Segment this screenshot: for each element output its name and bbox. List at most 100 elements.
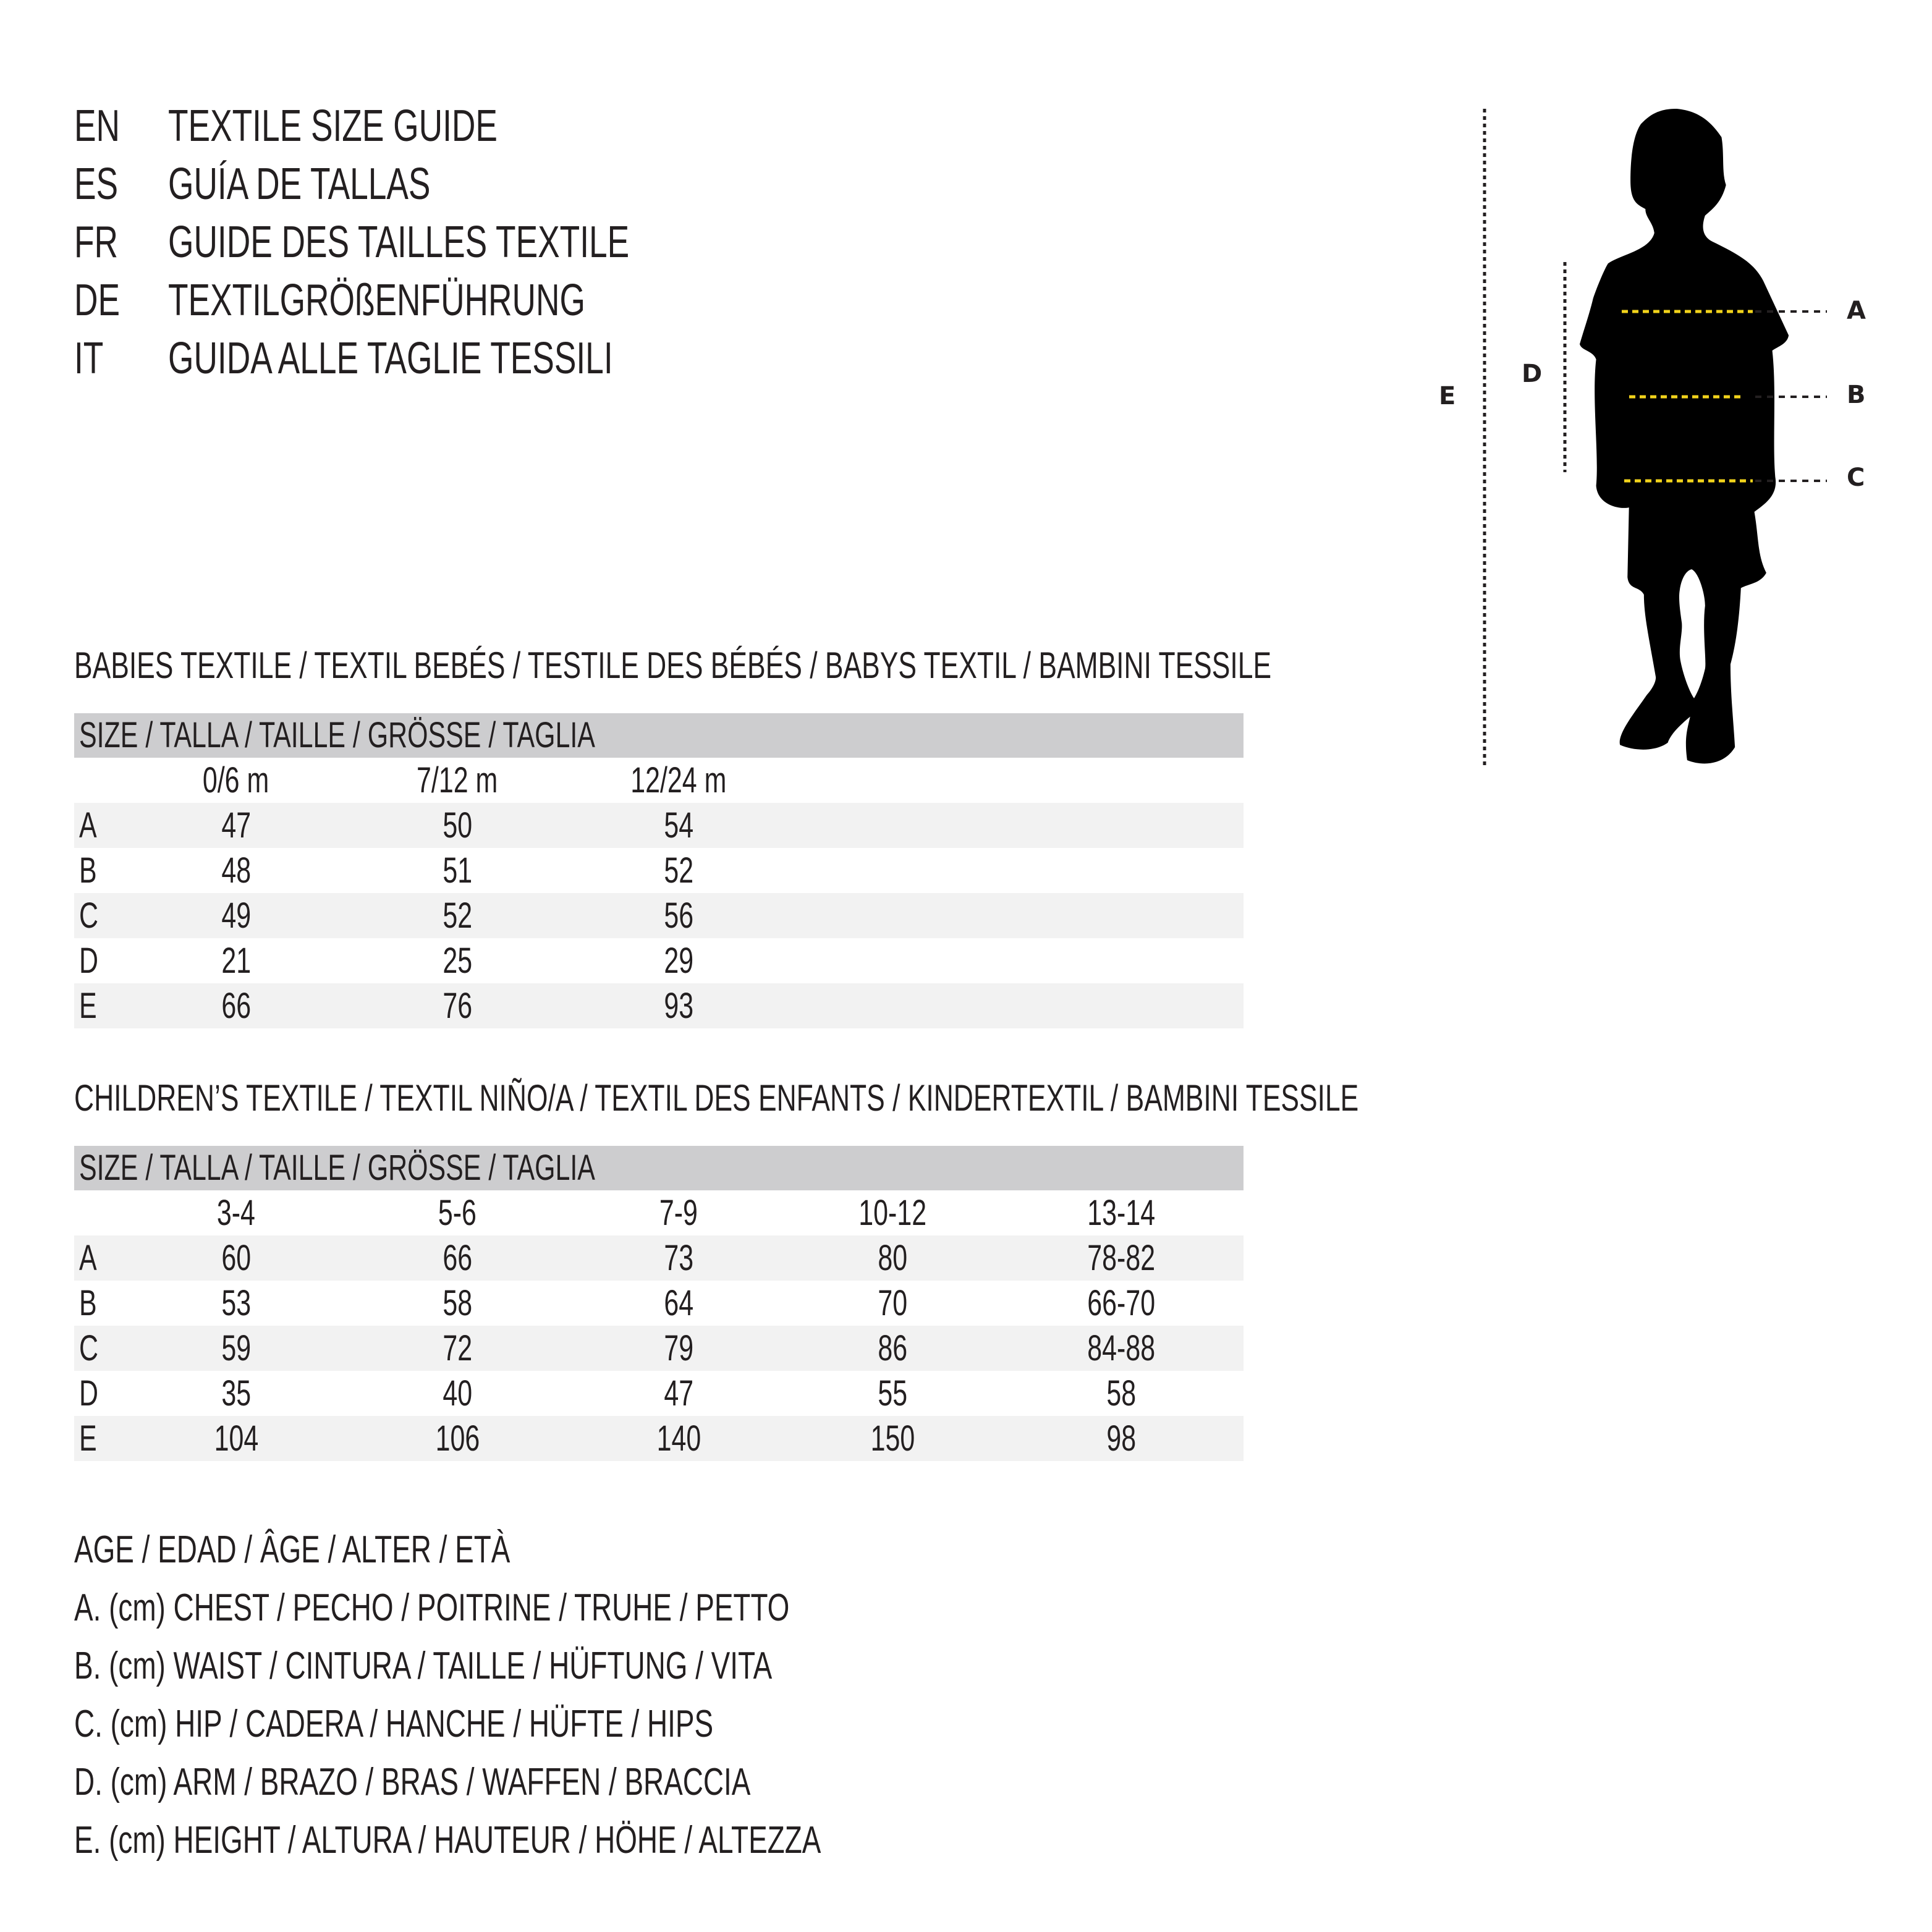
table-cell: 58: [1028, 1371, 1214, 1416]
title-text: GUÍA DE TALLAS: [168, 159, 523, 209]
table-cell: 93: [586, 983, 771, 1028]
table-cell-text: 40: [443, 1373, 472, 1413]
row-label: C: [79, 1326, 105, 1371]
title-text-text: TEXTILE SIZE GUIDE: [168, 101, 498, 151]
table-section-title: BABIES TEXTILE / TEXTIL BEBÉS / TESTILE …: [74, 644, 1692, 687]
table-cell: 60: [143, 1235, 329, 1281]
table-cell: 73: [586, 1235, 771, 1281]
table-row: E 66 76 93: [74, 983, 1244, 1028]
column-header: 3-4: [143, 1190, 329, 1235]
legend-line-text: C. (cm) HIP / CADERA / HANCHE / HÜFTE / …: [74, 1703, 714, 1745]
table-cell: 104: [143, 1416, 329, 1461]
table-cell-text: 35: [221, 1373, 251, 1413]
table-row: C 59 72 79 86 84-88: [74, 1326, 1244, 1371]
table-cell: 78-82: [1028, 1235, 1214, 1281]
table-cell-text: 53: [221, 1283, 251, 1323]
table-cell-text: 52: [443, 896, 472, 936]
table-row: C 49 52 56: [74, 893, 1244, 938]
row-label: E: [79, 1416, 103, 1461]
babies-size-table: SIZE / TALLA / TAILLE / GRÖSSE / TAGLIA 0…: [74, 713, 1244, 1028]
legend-line-text: AGE / EDAD / ÂGE / ALTER / ETÀ: [74, 1528, 511, 1571]
table-cell: 56: [586, 893, 771, 938]
title-line-es: ES GUÍA DE TALLAS: [0, 159, 865, 209]
table-header-text: SIZE / TALLA / TAILLE / GRÖSSE / TAGLIA: [79, 1148, 595, 1188]
column-header-text: 5-6: [438, 1193, 477, 1233]
table-cell-text: 66-70: [1087, 1283, 1155, 1323]
title-text: TEXTILE SIZE GUIDE: [168, 101, 613, 151]
table-cell: 29: [586, 938, 771, 983]
column-header: 12/24 m: [586, 758, 771, 803]
table-cell-text: 150: [870, 1418, 915, 1459]
title-text: GUIDE DES TAILLES TEXTILE: [168, 218, 791, 267]
table-cell-text: 66: [221, 986, 251, 1026]
table-cell-text: 59: [221, 1328, 251, 1368]
table-cell-text: 70: [878, 1283, 907, 1323]
column-header: 7/12 m: [365, 758, 550, 803]
legend-line: B. (cm) WAIST / CINTURA / TAILLE / HÜFTU…: [74, 1642, 1017, 1691]
table-cell-text: 49: [221, 896, 251, 936]
table-cell: 25: [365, 938, 550, 983]
row-label-text: A: [79, 1238, 97, 1278]
table-cell-text: 56: [664, 896, 693, 936]
label-a: A: [1847, 297, 1866, 325]
table-cell: 47: [586, 1371, 771, 1416]
row-label: B: [79, 1281, 103, 1326]
table-header: SIZE / TALLA / TAILLE / GRÖSSE / TAGLIA: [74, 1146, 1244, 1190]
table-cell-text: 29: [664, 941, 693, 981]
table-cell: 48: [143, 848, 329, 893]
table-cell: 49: [143, 893, 329, 938]
row-label-text: C: [79, 1328, 98, 1368]
column-header-text: 7/12 m: [417, 760, 498, 800]
table-header-text: SIZE / TALLA / TAILLE / GRÖSSE / TAGLIA: [79, 715, 595, 755]
column-header: 7-9: [586, 1190, 771, 1235]
table-cell: 106: [365, 1416, 550, 1461]
table-cell: 80: [800, 1235, 985, 1281]
table-section-title: CHILDREN’S TEXTILE / TEXTIL NIÑO/A / TEX…: [74, 1077, 1810, 1120]
table-cell: 58: [365, 1281, 550, 1326]
table-cell: 35: [143, 1371, 329, 1416]
table-cell-text: 52: [664, 850, 693, 891]
language-code: IT: [74, 334, 114, 383]
children-size-table: SIZE / TALLA / TAILLE / GRÖSSE / TAGLIA 3…: [74, 1146, 1244, 1461]
column-header: 13-14: [1028, 1190, 1214, 1235]
legend-line: C. (cm) HIP / CADERA / HANCHE / HÜFTE / …: [74, 1700, 938, 1749]
table-cell-text: 58: [443, 1283, 472, 1323]
label-b: B: [1847, 381, 1866, 409]
language-code-text: DE: [74, 276, 121, 325]
column-header: 5-6: [365, 1190, 550, 1235]
row-label: A: [79, 1235, 103, 1281]
title-line-de: DE TEXTILGRÖßENFÜHRUNG: [0, 276, 865, 325]
table-cell-text: 79: [664, 1328, 693, 1368]
table-cell-text: 80: [878, 1238, 907, 1278]
table-cell: 66: [143, 983, 329, 1028]
column-header: 10-12: [800, 1190, 985, 1235]
legend-line-text: D. (cm) ARM / BRAZO / BRAS / WAFFEN / BR…: [74, 1761, 751, 1803]
table-cell-text: 47: [221, 805, 251, 845]
title-text: TEXTILGRÖßENFÜHRUNG: [168, 276, 732, 325]
row-label: E: [79, 983, 103, 1028]
table-cell: 59: [143, 1326, 329, 1371]
table-cell: 76: [365, 983, 550, 1028]
table-cell-text: 78-82: [1087, 1238, 1155, 1278]
table-cell: 52: [365, 893, 550, 938]
table-section-title-text: BABIES TEXTILE / TEXTIL BEBÉS / TESTILE …: [74, 645, 1272, 686]
title-text: GUIDA ALLE TAGLIE TESSILI: [168, 334, 769, 383]
label-c: C: [1847, 464, 1865, 492]
table-cell: 47: [143, 803, 329, 848]
table-cell-text: 106: [435, 1418, 480, 1459]
table-cell: 98: [1028, 1416, 1214, 1461]
table-cell: 51: [365, 848, 550, 893]
title-text-text: GUÍA DE TALLAS: [168, 159, 431, 209]
language-code: ES: [74, 159, 133, 209]
table-cell: 66-70: [1028, 1281, 1214, 1326]
row-label: D: [79, 1371, 105, 1416]
table-cell-text: 73: [664, 1238, 693, 1278]
table-cell-text: 86: [878, 1328, 907, 1368]
table-cell: 86: [800, 1326, 985, 1371]
table-section-title-text: CHILDREN’S TEXTILE / TEXTIL NIÑO/A / TEX…: [74, 1077, 1359, 1119]
row-label-text: D: [79, 941, 98, 981]
table-cell: 52: [586, 848, 771, 893]
column-header-text: 7-9: [659, 1193, 698, 1233]
table-cell-text: 47: [664, 1373, 693, 1413]
legend-line: AGE / EDAD / ÂGE / ALTER / ETÀ: [74, 1525, 663, 1575]
